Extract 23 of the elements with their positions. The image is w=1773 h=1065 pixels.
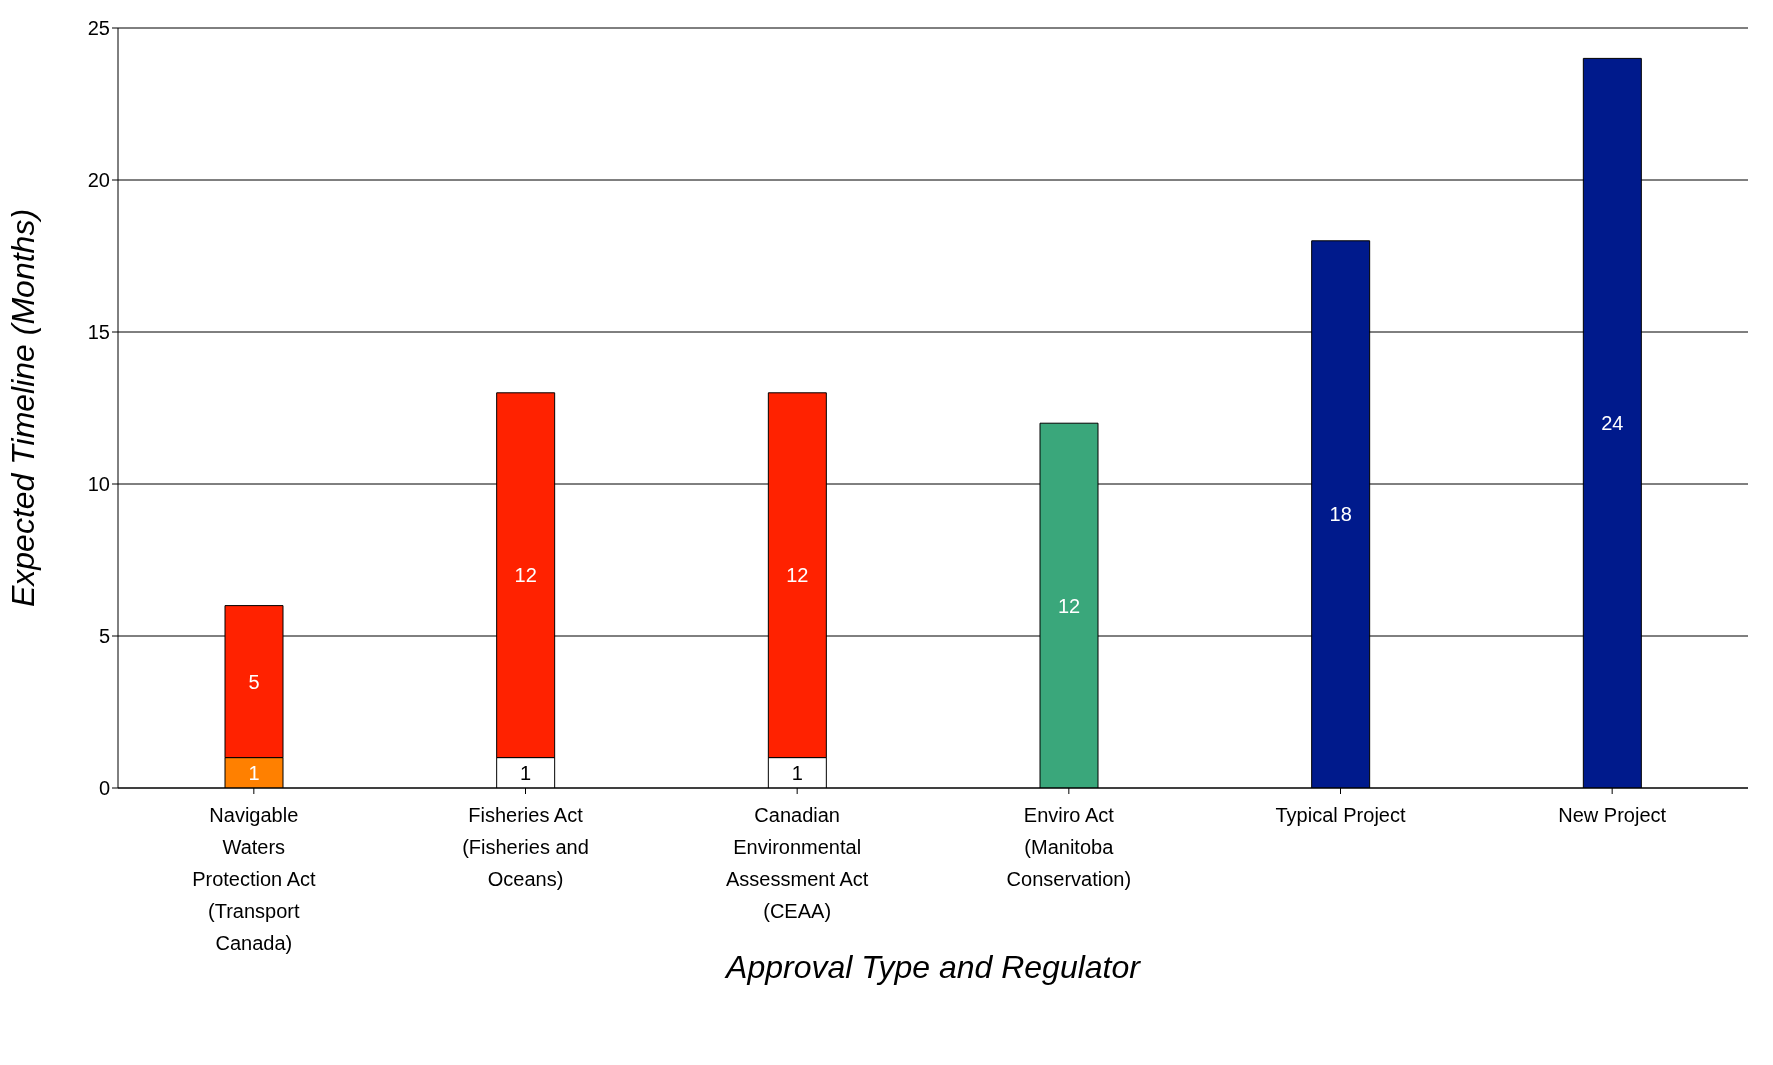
y-tick-label: 5 (98, 625, 110, 648)
x-tick-label: Canadian Environmental Assessment Act (CEAA) (726, 804, 869, 922)
y-tick-label: 15 (87, 321, 110, 344)
data-label: 12 (1057, 594, 1081, 617)
x-tick-label: Fisheries Act (Fisheries and Oceans) (462, 804, 589, 890)
y-axis-title: Expected Timeline (Months) (5, 208, 42, 608)
y-tick-label: 10 (87, 473, 110, 496)
x-axis-title: Approval Type and Regulator (724, 949, 1142, 985)
data-label: 12 (786, 564, 809, 587)
y-tick-label: 0 (98, 777, 110, 800)
data-label: 12 (514, 564, 537, 587)
x-tick-label: Enviro Act (Manitoba Conservation) (1006, 804, 1132, 890)
data-label: 1 (791, 761, 803, 784)
x-tick-label: New Project (1558, 804, 1667, 826)
data-label: 18 (1329, 503, 1352, 526)
data-label: 1 (248, 761, 260, 784)
y-tick-label: 20 (87, 169, 110, 192)
data-label: 1 (520, 761, 532, 784)
x-tick-label: Navigable Waters Protection Act (Transport Canada) (192, 804, 316, 954)
y-tick-label: 25 (87, 17, 110, 40)
data-label: 24 (1601, 412, 1624, 435)
x-tick-label: Typical Project (1275, 804, 1406, 826)
data-label: 5 (248, 670, 260, 693)
